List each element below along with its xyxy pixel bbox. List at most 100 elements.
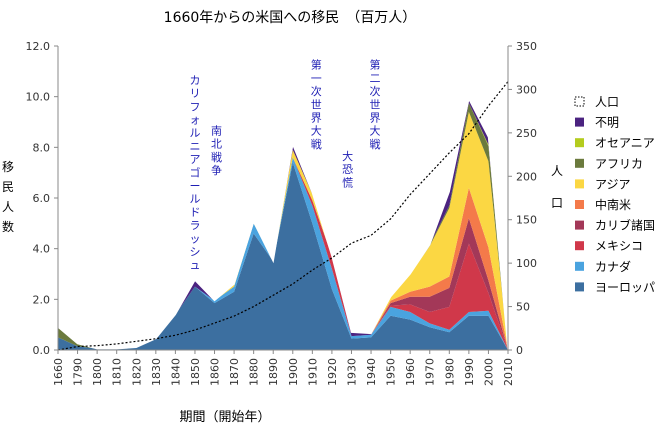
annotation-glyph: ュ <box>189 259 200 272</box>
x-tick-label: 1830 <box>150 358 163 386</box>
axes-layer: 0.0 2.0 4.0 6.0 8.0 10.0 12.0 0 50 100 150 200 250 30… <box>26 40 538 386</box>
x-tick-label: 1840 <box>169 358 182 386</box>
y-tick-label: 8.0 <box>33 141 51 154</box>
annotation-glyph: ー <box>189 179 200 192</box>
annotation-glyph: 世 <box>311 98 322 111</box>
x-tick-label: 1910 <box>306 358 319 386</box>
annotation-glyph: 争 <box>211 163 222 177</box>
legend-swatch <box>575 282 584 292</box>
legend-label: アジア <box>595 177 631 191</box>
x-tick-label: 1980 <box>443 358 456 386</box>
x-tick-label: 2000 <box>482 358 495 386</box>
y2-tick-label: 200 <box>516 170 537 183</box>
x-tick-label: 1810 <box>111 358 124 386</box>
annotation-glyph: 次 <box>369 84 380 98</box>
legend-label: 人口 <box>595 95 619 109</box>
x-tick-label: 1900 <box>287 358 300 386</box>
annotation-glyph: 戦 <box>211 151 222 164</box>
y2-tick-label: 0 <box>516 344 523 357</box>
legend-label: カリブ諸国 <box>595 218 655 233</box>
area-series-1 <box>58 162 508 350</box>
x-tick-label: 1880 <box>248 358 261 386</box>
area-series-4 <box>58 157 508 350</box>
legend-swatch <box>575 138 584 148</box>
y2-tick-label: 100 <box>516 257 537 270</box>
annotation-glyph: 慌 <box>342 176 353 189</box>
legend-label: メキシコ <box>595 239 643 253</box>
legend-label: カナダ <box>595 259 631 274</box>
annotation-glyph: ド <box>189 206 200 219</box>
y-axis-title-glyph: 数 <box>2 219 14 234</box>
x-tick-label: 1920 <box>326 358 339 386</box>
annotation-glyph: ォ <box>189 113 200 126</box>
area-layer <box>57 81 509 351</box>
annotation-1: カリフォルニアゴールドラッシュ <box>189 74 200 272</box>
annotation-glyph: 大 <box>311 124 322 138</box>
x-tick-label: 1870 <box>228 358 241 386</box>
annotation-glyph: カ <box>189 74 200 87</box>
annotation-glyph: ア <box>189 153 200 166</box>
legend-swatch <box>575 117 584 127</box>
legend-swatch-population <box>574 96 585 107</box>
annotation-glyph: フ <box>189 100 200 113</box>
y2-axis-title: 人口 <box>551 164 563 210</box>
y-tick-label: 0.0 <box>33 344 51 357</box>
annotation-glyph: ラ <box>189 219 200 232</box>
chart-title: 1660年からの米国への移民 （百万人） <box>164 10 417 26</box>
y-tick-label: 10.0 <box>26 91 51 104</box>
stack-top-outline <box>57 97 509 351</box>
legend-label: オセアニア <box>595 136 655 150</box>
x-tick-label: 1660 <box>52 358 65 386</box>
annotation-glyph: 一 <box>311 72 322 85</box>
annotation-glyph: リ <box>189 87 200 100</box>
legend-label: 不明 <box>595 116 619 130</box>
x-tick-label: 1960 <box>404 358 417 386</box>
y2-tick-label: 350 <box>516 40 537 53</box>
annotation-glyph: 第 <box>369 58 380 72</box>
annotation-glyph: 恐 <box>342 163 353 176</box>
annotation-glyph: 南 <box>211 125 222 138</box>
annotation-glyph: 大 <box>369 124 380 138</box>
x-tick-label: 2010 <box>502 358 515 386</box>
legend-label: アフリカ <box>595 157 643 171</box>
annotation-glyph: ゴ <box>189 165 200 179</box>
legend-label: 中南米 <box>595 197 631 212</box>
legend-swatch <box>575 241 584 251</box>
annotation-glyph: ル <box>189 193 200 206</box>
y2-tick-label: 300 <box>516 83 537 96</box>
annotation-5: 第二次世界大戦 <box>369 58 380 151</box>
y-axis-title-glyph: 民 <box>2 180 14 194</box>
x-tick-label: 1970 <box>424 358 437 386</box>
legend-swatch <box>575 220 584 230</box>
legend-swatch <box>575 261 584 271</box>
annotation-glyph: シ <box>189 245 200 258</box>
annotation-glyph: 二 <box>369 72 380 85</box>
y-tick-label: 6.0 <box>33 192 51 205</box>
x-tick-label: 1950 <box>385 358 398 386</box>
annotation-glyph: ッ <box>189 232 200 245</box>
y2-axis-title-glyph: 口 <box>551 196 563 210</box>
y-tick-label: 2.0 <box>33 293 51 306</box>
legend-label: ヨーロッパ <box>595 280 655 294</box>
x-tick-label: 1850 <box>189 358 202 386</box>
x-tick-label: 1890 <box>267 358 280 386</box>
annotation-4: 大恐慌 <box>342 149 353 189</box>
x-tick-label: 1990 <box>463 358 476 386</box>
x-tick-label: 1790 <box>72 358 85 386</box>
annotation-glyph: 界 <box>311 111 322 124</box>
y-tick-label: 12.0 <box>26 40 51 53</box>
x-axis-title: 期間（開始年） <box>179 410 270 425</box>
annotation-glyph: 戦 <box>369 138 380 151</box>
annotation-glyph: 界 <box>369 111 380 124</box>
annotation-glyph: 北 <box>211 138 222 151</box>
annotation-glyph: 第 <box>311 58 322 72</box>
annotation-glyph: 戦 <box>311 138 322 151</box>
annotation-glyph: ニ <box>189 140 200 153</box>
y2-tick-label: 250 <box>516 127 537 140</box>
y2-tick-label: 50 <box>516 301 530 314</box>
x-tick-label: 1940 <box>365 358 378 386</box>
